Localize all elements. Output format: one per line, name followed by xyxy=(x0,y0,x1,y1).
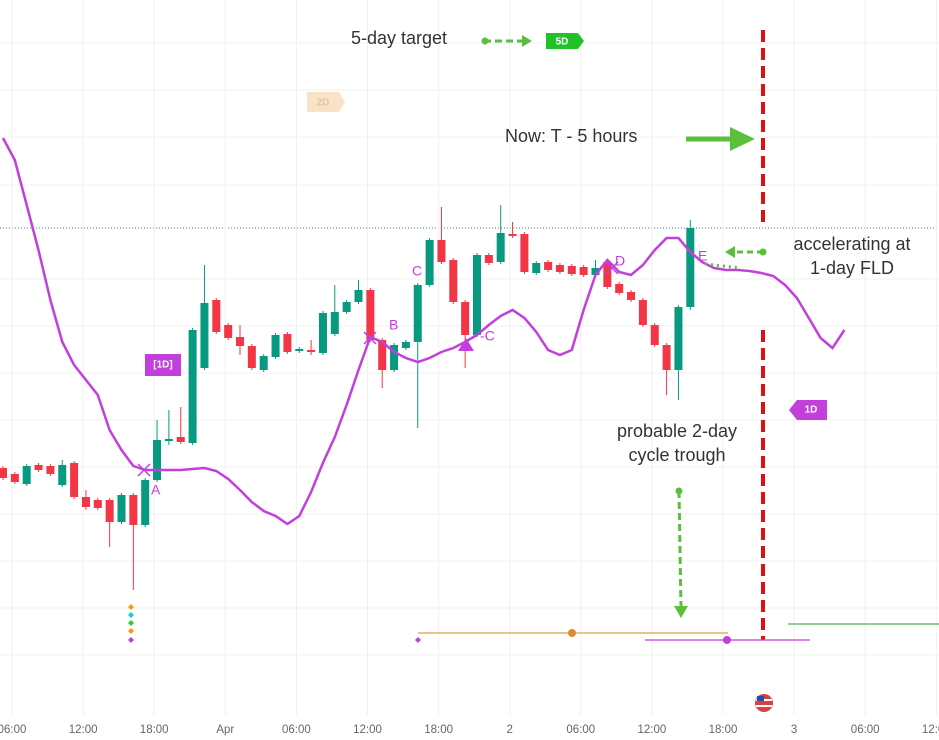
candle-body xyxy=(247,346,256,368)
point-label: -C xyxy=(480,328,495,344)
candle-body xyxy=(224,325,233,338)
candle-body xyxy=(129,495,138,525)
candle-body xyxy=(188,330,197,443)
candle-body xyxy=(638,300,647,325)
candle-body xyxy=(615,284,624,293)
x-tick-label: 18:00 xyxy=(709,724,738,736)
candle-body xyxy=(520,234,529,272)
badge-1d: [1D] xyxy=(153,360,172,371)
candle-body xyxy=(117,495,126,522)
grid xyxy=(0,0,939,715)
candle-body xyxy=(318,313,327,353)
point-label: A xyxy=(151,482,161,498)
candle-body xyxy=(378,340,387,370)
point-label: E xyxy=(698,248,707,264)
x-tick-label: 3 xyxy=(791,724,797,736)
x-tick-label: 12:00 xyxy=(69,724,98,736)
trough-text: cycle trough xyxy=(628,445,725,465)
candle-body xyxy=(567,266,576,274)
candles xyxy=(0,205,695,590)
candle-body xyxy=(176,437,185,442)
candle-body xyxy=(532,263,541,273)
fld-text: accelerating at xyxy=(793,234,910,254)
candle-body xyxy=(437,240,446,262)
candle-body xyxy=(662,345,671,370)
candle-body xyxy=(34,465,43,470)
candle-body xyxy=(236,337,244,346)
candle-body xyxy=(366,290,375,340)
point-label: D xyxy=(615,253,625,269)
badge-1d: 1D xyxy=(805,405,818,416)
now-text: Now: T - 5 hours xyxy=(505,126,637,146)
candle-body xyxy=(354,290,363,302)
candle-body xyxy=(603,262,612,287)
candle-body xyxy=(283,334,292,352)
candle-body xyxy=(58,465,67,485)
x-tick-label: 12:00 xyxy=(638,724,667,736)
x-tick-label: 12:00 xyxy=(922,724,939,736)
point-label: C xyxy=(412,263,422,279)
candle-body xyxy=(295,349,304,351)
fld-line xyxy=(1,137,846,526)
candle-body xyxy=(0,468,7,478)
candle-body xyxy=(401,342,410,348)
candle-body xyxy=(508,234,517,236)
x-tick-label: 18:00 xyxy=(424,724,453,736)
x-tick-label: 06:00 xyxy=(282,724,311,736)
candle-body xyxy=(164,439,173,441)
candle-body xyxy=(46,466,55,474)
candle-body xyxy=(674,307,683,370)
candle-body xyxy=(10,474,19,482)
candle-body xyxy=(307,350,316,352)
annotations: 5-day target 5D 2D Now: T - 5 hours acce… xyxy=(151,28,911,498)
candle-body xyxy=(484,255,493,263)
candle-body xyxy=(141,480,150,525)
candle-body xyxy=(425,240,434,285)
candle-body xyxy=(81,497,90,507)
x-tick-label: 12:00 xyxy=(353,724,382,736)
candle-body xyxy=(544,262,553,270)
x-tick-label: 06:00 xyxy=(851,724,880,736)
candle-body xyxy=(105,500,114,522)
candle-body xyxy=(390,345,399,370)
candle-body xyxy=(200,303,209,368)
candle-body xyxy=(70,463,79,497)
candle-body xyxy=(153,440,162,480)
x-tick-label: 18:00 xyxy=(140,724,169,736)
x-tick-label: Apr xyxy=(216,724,234,736)
candle-body xyxy=(212,300,221,332)
candle-body xyxy=(259,356,268,370)
candle-body xyxy=(591,268,600,275)
badge-5d: 5D xyxy=(556,37,569,48)
trough-text: probable 2-day xyxy=(617,421,737,441)
candle-body xyxy=(449,260,458,302)
x-tick-label: 06:00 xyxy=(566,724,595,736)
point-label: B xyxy=(389,317,398,333)
x-tick-label: 06:00 xyxy=(0,724,26,736)
target-text: 5-day target xyxy=(351,28,447,48)
fld-text: 1-day FLD xyxy=(810,258,894,278)
candle-body xyxy=(473,255,481,335)
candle-body xyxy=(579,267,588,275)
candle-body xyxy=(330,312,339,334)
x-tick-label: 2 xyxy=(506,724,512,736)
candle-body xyxy=(627,292,636,300)
candle-body xyxy=(461,302,470,335)
candle-body xyxy=(650,325,659,345)
candle-body xyxy=(93,500,102,508)
candle-body xyxy=(22,466,31,484)
badge-2d: 2D xyxy=(317,98,330,109)
candle-body xyxy=(686,228,695,307)
candle-body xyxy=(555,265,564,272)
candle-body xyxy=(413,285,422,342)
candle-body xyxy=(496,233,505,262)
candle-body xyxy=(271,335,280,357)
candle-body xyxy=(342,302,351,312)
decorations xyxy=(128,30,939,712)
